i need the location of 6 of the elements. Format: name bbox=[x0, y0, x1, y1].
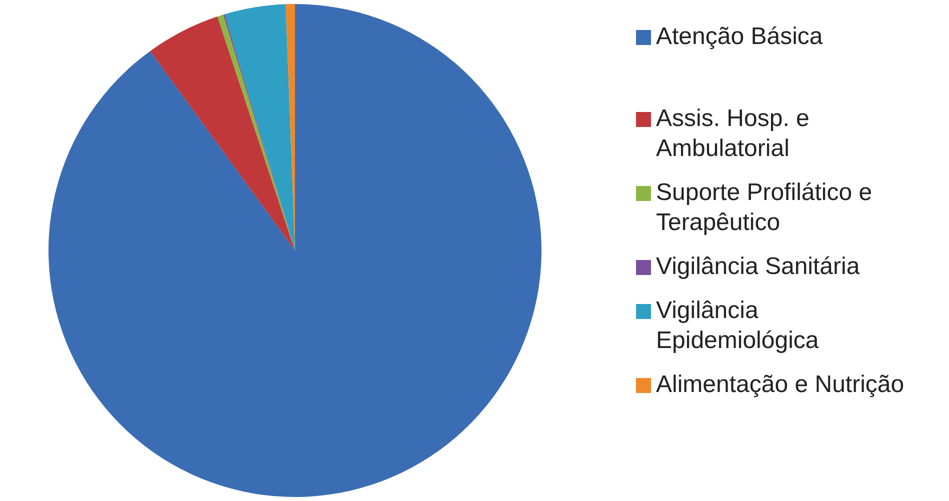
legend-label: Assis. Hosp. e Ambulatorial bbox=[656, 104, 810, 164]
legend-label: Vigilância Epidemiológica bbox=[656, 296, 820, 356]
legend-label: Suporte Profilático e Terapêutico bbox=[656, 178, 874, 238]
legend-label: Atenção Básica bbox=[656, 22, 823, 52]
legend-label: Alimentação e Nutrição bbox=[656, 370, 904, 400]
legend-label: Vigilância Sanitária bbox=[656, 252, 860, 282]
